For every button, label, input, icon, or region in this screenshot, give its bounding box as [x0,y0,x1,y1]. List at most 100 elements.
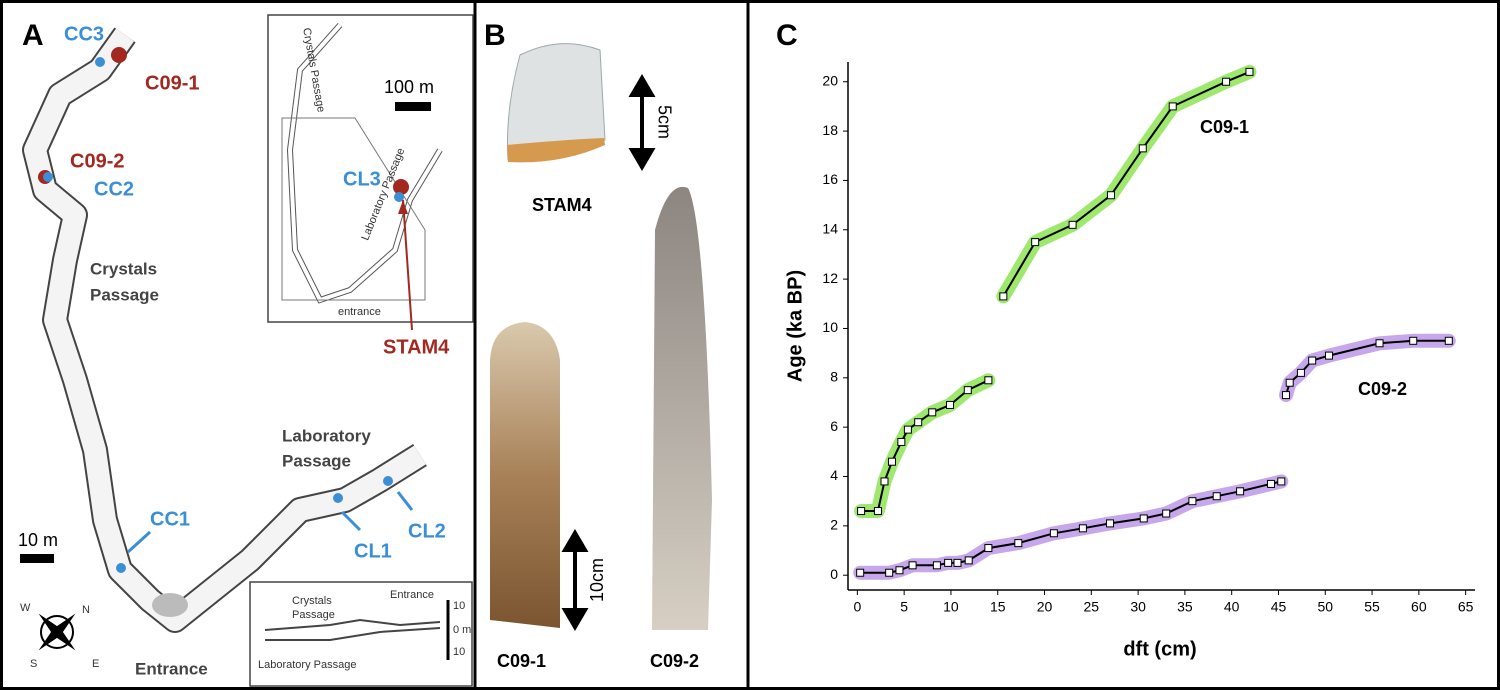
data-point [964,556,973,565]
site-label: CC2 [94,178,134,200]
scale-label: 10cm [587,558,607,602]
passage-label: Crystals [90,259,157,278]
site-label: CL3 [343,168,381,190]
data-point [887,457,896,466]
entrance-label: Entrance [390,589,434,601]
data-point [908,561,917,570]
x-tick-label: 60 [1411,599,1427,615]
data-point [1078,524,1087,533]
data-point [1049,529,1058,538]
data-point [1277,477,1286,486]
specimen-label: C09-2 [650,651,699,671]
x-tick-label: 55 [1364,599,1380,615]
entrance-label: Entrance [135,659,208,678]
scale-label: 5cm [654,105,674,139]
data-point [1325,351,1334,360]
specimen-label: STAM4 [532,195,592,215]
passage-label: Laboratory Passage [258,659,356,671]
data-point [856,568,865,577]
x-tick-label: 65 [1458,599,1474,615]
data-point [1168,102,1177,111]
passage-label: Crystals [292,595,332,607]
sample-label: C09-2 [70,150,124,172]
data-point [857,507,866,516]
section-tick: 10 [453,646,465,658]
passage-label: Passage [282,451,351,470]
y-tick-label: 6 [830,418,838,434]
panel-letter: B [484,19,506,52]
data-point [1222,77,1231,86]
series-line [860,339,1449,574]
y-tick-label: 14 [822,220,838,236]
x-tick-label: 5 [900,599,908,615]
data-point [1281,391,1290,400]
compass-label: S [30,658,37,670]
data-point [873,507,882,516]
x-tick-label: 30 [1130,599,1146,615]
data-point [1375,339,1384,348]
data-point [1236,487,1245,496]
data-point [1296,368,1305,377]
data-point [1139,514,1148,523]
data-point [946,400,955,409]
passage-label: Passage [292,609,335,621]
data-point [1106,519,1115,528]
data-point [1212,492,1221,501]
y-tick-label: 16 [822,171,838,187]
plot: 0 2 4 6 8 10 12 14 16 18 20 0 5 10 15 20 25 30 35 40 45 50 55 6… [822,62,1475,615]
data-point [963,386,972,395]
x-tick-label: 10 [943,599,959,615]
data-point [1014,539,1023,548]
x-tick-label: 40 [1224,599,1240,615]
series-label: C09-1 [1200,117,1249,137]
y-tick-label: 12 [822,270,838,286]
data-point [897,437,906,446]
section-tick: 0 m [453,624,471,636]
data-point [903,425,912,434]
data-point [1031,238,1040,247]
y-tick-label: 20 [822,72,838,88]
data-point [932,561,941,570]
site-label: CL1 [354,540,392,562]
entrance-label: entrance [338,306,381,318]
y-tick-label: 2 [830,517,838,533]
data-point [1138,144,1147,153]
sample-label: STAM4 [383,336,450,358]
scale-label: 100 m [384,77,434,97]
data-point [1245,67,1254,76]
data-point [1285,378,1294,387]
x-tick-label: 25 [1084,599,1100,615]
data-point [1444,336,1453,345]
specimens [490,43,712,631]
y-tick-label: 8 [830,369,838,385]
uncertainty-band [853,333,1456,580]
x-tick-label: 35 [1177,599,1193,615]
passage-label: Laboratory [282,426,371,445]
x-tick-label: 15 [990,599,1006,615]
series-label: C09-2 [1358,379,1407,399]
data-point [1308,356,1317,365]
data-point [953,558,962,567]
data-point [885,568,894,577]
uncertainty-band [854,64,1257,518]
data-point [984,376,993,385]
x-tick-label: 0 [853,599,861,615]
panel-letter: C [776,19,798,52]
y-tick-label: 10 [822,319,838,335]
y-axis-title: Age (ka BP) [784,270,806,382]
data-point [999,292,1008,301]
cave-map [20,14,474,687]
series-line [861,70,1250,512]
data-point [1162,509,1171,518]
x-tick-label: 20 [1037,599,1053,615]
data-point [928,408,937,417]
x-tick-label: 50 [1317,599,1333,615]
data-point [895,566,904,575]
data-point [1188,497,1197,506]
x-axis-title: dft (cm) [1123,638,1196,660]
compass-label: W [20,602,31,614]
data-point [944,558,953,567]
x-tick-label: 45 [1271,599,1287,615]
data-point [880,477,889,486]
